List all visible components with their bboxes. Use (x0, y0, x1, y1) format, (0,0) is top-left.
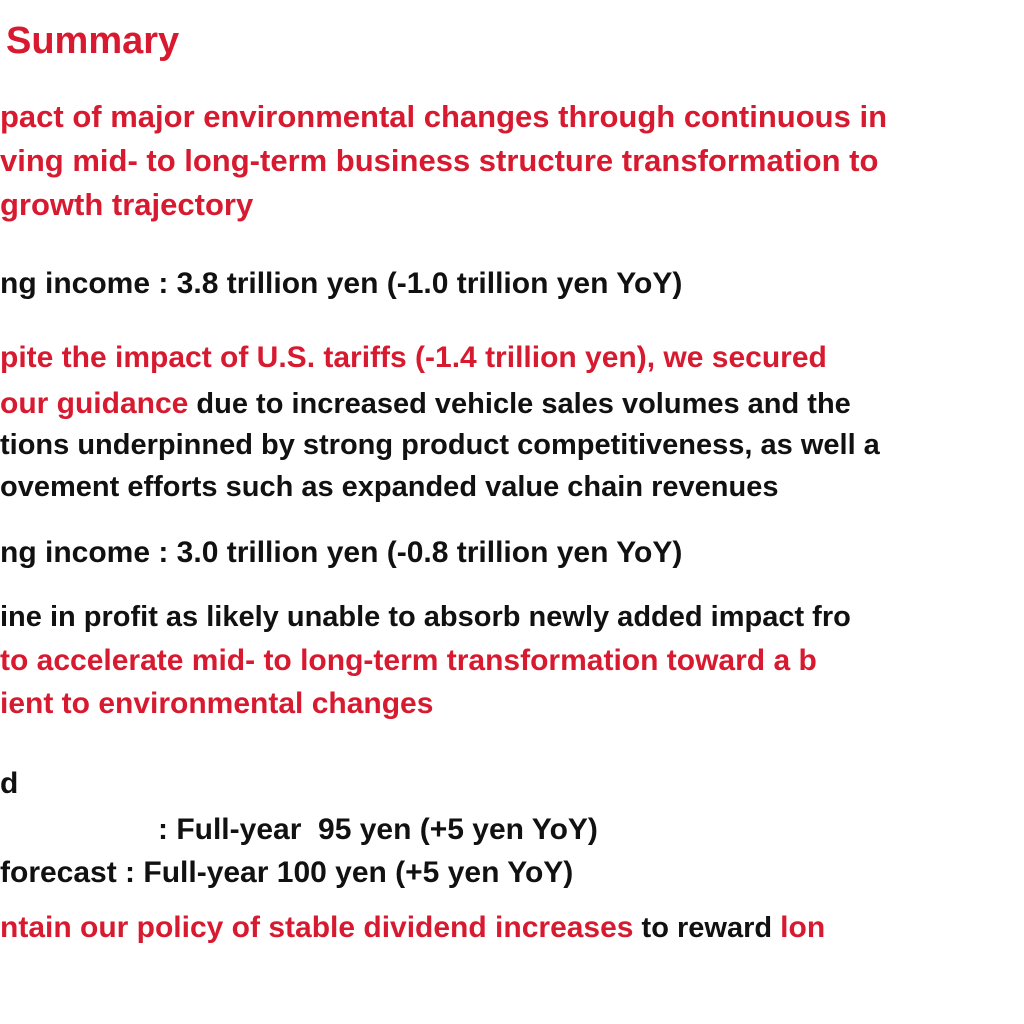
results-detail-line-1: pite the impact of U.S. tariffs (-1.4 tr… (0, 341, 827, 374)
page-title: Summary (6, 20, 180, 62)
headline-line-2: ving mid- to long-term business structur… (0, 143, 879, 178)
dividend-heading: d (0, 767, 19, 800)
dividend-line-1: : Full-year 95 yen (+5 yen YoY) (158, 813, 598, 846)
dividend-line-3-text: to reward (633, 912, 781, 944)
headline-line-3: growth trajectory (0, 187, 254, 222)
forecast-detail-line-2: to accelerate mid- to long-term transfor… (0, 644, 817, 677)
dividend-line-3: ntain our policy of stable dividend incr… (0, 913, 825, 943)
forecast-detail-line-1: ine in profit as likely unable to absorb… (0, 601, 851, 633)
headline-line-1: pact of major environmental changes thro… (0, 99, 888, 134)
results-operating-income: ng income : 3.8 trillion yen (-1.0 trill… (0, 267, 683, 300)
results-detail-line-3: tions underpinned by strong product comp… (0, 429, 880, 461)
guidance-highlight: our guidance (0, 387, 189, 420)
results-detail-line-4: ovement efforts such as expanded value c… (0, 471, 779, 503)
forecast-operating-income: ng income : 3.0 trillion yen (-0.8 trill… (0, 536, 683, 569)
dividend-line-2: forecast : Full-year 100 yen (+5 yen YoY… (0, 856, 574, 889)
forecast-detail-line-3: ient to environmental changes (0, 687, 434, 720)
results-detail-line-2-text: due to increased vehicle sales volumes a… (188, 388, 851, 420)
results-detail-line-2: our guidance due to increased vehicle sa… (0, 389, 851, 419)
dividend-policy-highlight: ntain our policy of stable dividend incr… (0, 911, 634, 944)
dividend-line-3-tail: lon (780, 911, 826, 944)
